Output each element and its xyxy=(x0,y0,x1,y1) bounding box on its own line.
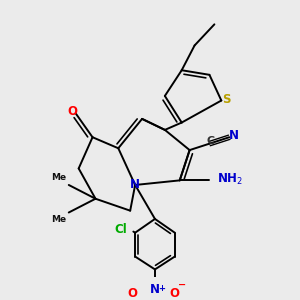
Text: Me: Me xyxy=(51,215,66,224)
Text: Me: Me xyxy=(51,173,66,182)
Text: N: N xyxy=(130,178,140,191)
Text: O: O xyxy=(67,105,77,118)
Text: NH$_2$: NH$_2$ xyxy=(217,172,243,187)
Text: C: C xyxy=(207,136,215,146)
Text: N: N xyxy=(228,129,239,142)
Text: −: − xyxy=(178,280,187,290)
Text: Cl: Cl xyxy=(114,224,127,236)
Text: N: N xyxy=(150,283,160,296)
Text: O: O xyxy=(127,287,137,300)
Text: +: + xyxy=(158,284,165,292)
Text: O: O xyxy=(170,287,180,300)
Text: S: S xyxy=(222,93,231,106)
